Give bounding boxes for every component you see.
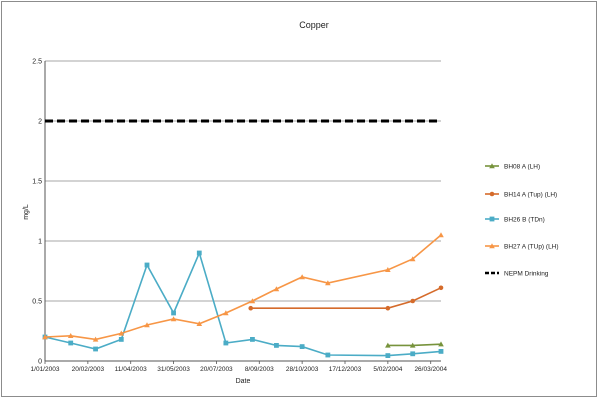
data-point-bh26-b-tdn	[144, 262, 150, 268]
legend-label-bh14-a-tup-lh: BH14 A (Tup) (LH)	[504, 192, 557, 199]
x-tick-label: 8/09/2003	[245, 366, 274, 373]
data-point-bh26-b-tdn	[274, 343, 279, 348]
data-point-bh26-b-tdn	[196, 250, 202, 256]
data-point-bh26-b-tdn	[250, 337, 255, 342]
data-point-bh26-b-tdn	[385, 353, 391, 358]
data-point-bh26-b-tdn	[171, 310, 176, 316]
series-line-bh14-a-tup-lh	[250, 287, 442, 310]
data-point-bh26-b-tdn	[68, 340, 74, 346]
x-tick-label: 5/02/2004	[373, 366, 402, 373]
x-tick-label: 20/07/2003	[200, 366, 233, 373]
data-point-bh27-a-tup-lh	[42, 334, 48, 340]
data-point-bh27-a-tup-lh	[92, 336, 99, 342]
y-axis-label: mg/L	[23, 204, 30, 220]
data-point-bh14-a-tup-lh	[410, 298, 416, 304]
data-point-bh27-a-tup-lh	[299, 274, 305, 280]
legend-label-bh27-a-tup-lh: BH27 A (TUp) (LH)	[504, 244, 559, 251]
data-point-bh26-b-tdn	[410, 351, 416, 357]
data-point-bh26-b-tdn	[93, 346, 98, 352]
y-tick-label: 0	[38, 359, 42, 366]
data-point-bh27-a-tup-lh	[170, 316, 177, 322]
series-line-bh26-b-tdn	[44, 250, 442, 357]
y-tick-label: 1.5	[32, 179, 42, 186]
legend-label-bh08-a-lh: BH08 A (LH)	[504, 164, 540, 171]
data-point-bh08-a-lh	[438, 341, 444, 347]
chart-title: Copper	[299, 20, 329, 30]
series-line-bh08-a-lh	[387, 343, 442, 347]
legend-marker-bh08-a-lh	[489, 163, 495, 169]
data-point-bh26-b-tdn	[299, 344, 305, 349]
data-point-bh14-a-tup-lh	[385, 305, 391, 311]
y-tick-label: 0.5	[32, 299, 42, 306]
y-tick-label: 1	[38, 239, 42, 246]
legend-marker-bh27-a-tup-lh	[489, 243, 495, 249]
x-axis-label: Date	[236, 378, 251, 385]
data-point-bh27-a-tup-lh	[67, 333, 74, 338]
x-tick-label: 20/02/2003	[72, 366, 105, 373]
x-tick-label: 28/10/2003	[286, 366, 319, 373]
data-point-bh27-a-tup-lh	[196, 321, 203, 326]
data-point-bh08-a-lh	[385, 342, 391, 348]
x-tick-label: 11/04/2003	[115, 366, 147, 373]
x-tick-label: 17/12/2003	[329, 366, 362, 373]
legend-label-bh26-b-tdn: BH26 B (TDn)	[504, 217, 545, 224]
x-tick-label: 1/01/2003	[31, 366, 60, 373]
data-point-bh26-b-tdn	[223, 340, 229, 346]
y-tick-label: 2	[38, 119, 42, 126]
x-tick-label: 31/05/2003	[157, 366, 190, 373]
data-point-bh27-a-tup-lh	[223, 310, 229, 316]
data-point-bh27-a-tup-lh	[409, 256, 416, 262]
data-point-bh27-a-tup-lh	[438, 232, 444, 238]
data-point-bh27-a-tup-lh	[118, 330, 125, 336]
data-point-bh27-a-tup-lh	[249, 298, 256, 304]
data-point-bh14-a-tup-lh	[438, 285, 444, 291]
legend-label-nepm-drinking: NEPM Drinking	[504, 271, 549, 278]
x-tick-label: 26/03/2004	[414, 366, 447, 373]
legend-marker-bh14-a-tup-lh	[489, 191, 495, 197]
y-tick-label: 2.5	[32, 59, 42, 66]
legend-marker-bh26-b-tdn	[489, 216, 495, 222]
data-point-bh27-a-tup-lh	[325, 280, 331, 286]
data-point-bh08-a-lh	[409, 342, 416, 348]
data-point-bh27-a-tup-lh	[273, 286, 280, 292]
data-point-bh26-b-tdn	[438, 349, 444, 354]
data-point-bh26-b-tdn	[118, 337, 124, 342]
data-point-bh27-a-tup-lh	[385, 267, 391, 272]
series-line-bh27-a-tup-lh	[44, 234, 442, 341]
data-point-bh26-b-tdn	[325, 352, 331, 358]
data-point-bh14-a-tup-lh	[248, 305, 254, 311]
data-point-bh27-a-tup-lh	[144, 322, 150, 328]
